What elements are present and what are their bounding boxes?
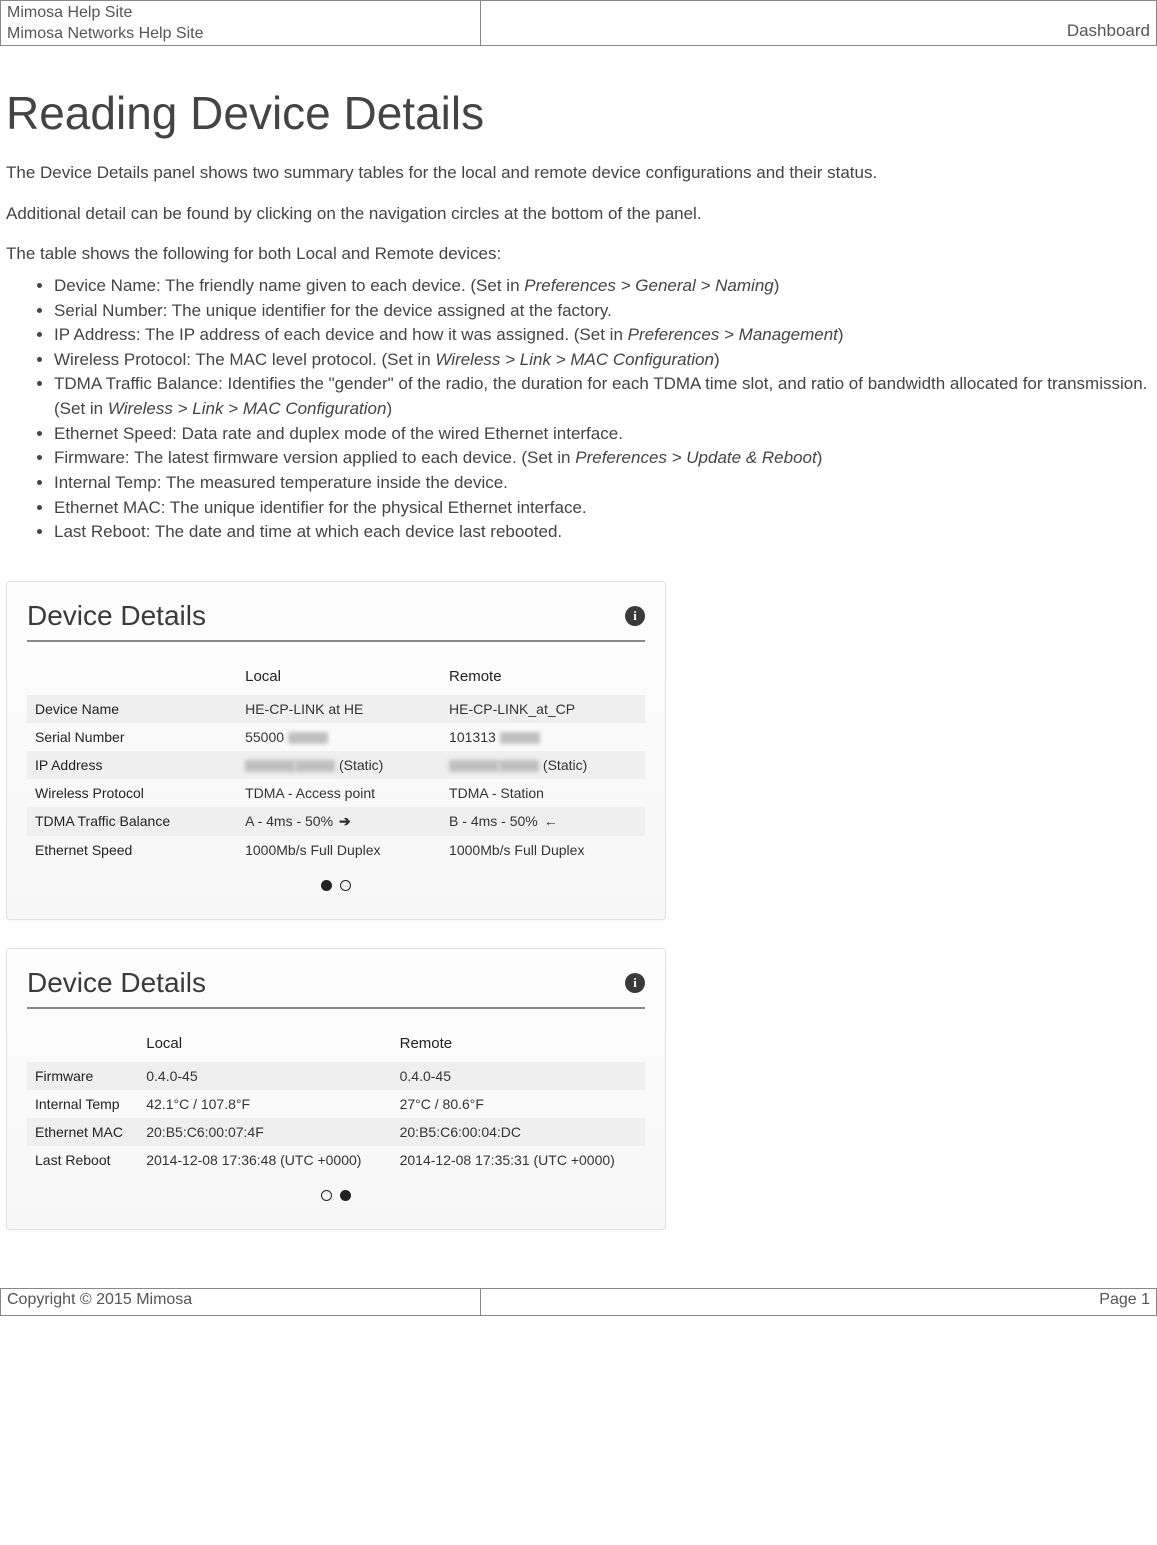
row-local-value: 1000Mb/s Full Duplex: [237, 836, 441, 864]
row-remote-value: B - 4ms - 50%←: [441, 807, 645, 836]
panel-2-title: Device Details: [27, 967, 206, 999]
row-label: TDMA Traffic Balance: [27, 807, 237, 836]
row-label: Serial Number: [27, 723, 237, 751]
table-row: Firmware0.4.0-450.4.0-45: [27, 1062, 645, 1090]
row-label: Wireless Protocol: [27, 779, 237, 807]
row-remote-value: TDMA - Station: [441, 779, 645, 807]
row-local-value: HE-CP-LINK at HE: [237, 695, 441, 723]
table-2-remote-header: Remote: [392, 1029, 645, 1062]
row-remote-value: 1000Mb/s Full Duplex: [441, 836, 645, 864]
field-list-item: Ethernet Speed: Data rate and duplex mod…: [54, 422, 1151, 447]
intro-paragraph-2: Additional detail can be found by clicki…: [6, 203, 1151, 226]
table-1-local-header: Local: [237, 662, 441, 695]
field-list-item: IP Address: The IP address of each devic…: [54, 323, 1151, 348]
row-remote-value: 27°C / 80.6°F: [392, 1090, 645, 1118]
pager-dot[interactable]: [340, 1190, 351, 1201]
panel-1-pager[interactable]: [27, 878, 645, 895]
row-remote-value: 0.4.0-45: [392, 1062, 645, 1090]
device-details-panel-2: Device Details i Local Remote Firmware0.…: [6, 948, 666, 1230]
table-row: Internal Temp42.1°C / 107.8°F27°C / 80.6…: [27, 1090, 645, 1118]
table-row: Ethernet Speed1000Mb/s Full Duplex1000Mb…: [27, 836, 645, 864]
table-2-label-col: [27, 1029, 138, 1062]
pager-dot[interactable]: [340, 880, 351, 891]
field-definition-list: Device Name: The friendly name given to …: [6, 274, 1151, 545]
table-row: Ethernet MAC20:B5:C6:00:07:4F20:B5:C6:00…: [27, 1118, 645, 1146]
pager-dot[interactable]: [321, 1190, 332, 1201]
table-1-remote-header: Remote: [441, 662, 645, 695]
device-details-panel-1: Device Details i Local Remote Device Nam…: [6, 581, 666, 920]
row-local-value: 55000: [237, 723, 441, 751]
row-label: Ethernet MAC: [27, 1118, 138, 1146]
device-table-2: Local Remote Firmware0.4.0-450.4.0-45Int…: [27, 1029, 645, 1174]
header-left: Mimosa Help Site Mimosa Networks Help Si…: [1, 1, 481, 45]
site-title: Mimosa Help Site: [7, 3, 474, 24]
pager-dot[interactable]: [321, 880, 332, 891]
row-remote-value: 101313: [441, 723, 645, 751]
row-label: Firmware: [27, 1062, 138, 1090]
site-subtitle: Mimosa Networks Help Site: [7, 24, 474, 45]
field-list-item: Device Name: The friendly name given to …: [54, 274, 1151, 299]
page-title: Reading Device Details: [6, 86, 1151, 140]
device-table-1: Local Remote Device NameHE-CP-LINK at HE…: [27, 662, 645, 864]
row-remote-value: 20:B5:C6:00:04:DC: [392, 1118, 645, 1146]
row-local-value: 2014-12-08 17:36:48 (UTC +0000): [138, 1146, 391, 1174]
row-label: Device Name: [27, 695, 237, 723]
row-local-value: TDMA - Access point: [237, 779, 441, 807]
row-local-value: 42.1°C / 107.8°F: [138, 1090, 391, 1118]
field-list-item: Last Reboot: The date and time at which …: [54, 520, 1151, 545]
row-local-value: (Static): [237, 751, 441, 779]
header-right: Dashboard: [481, 1, 1156, 45]
footer-page: Page 1: [481, 1289, 1156, 1315]
field-list-item: Wireless Protocol: The MAC level protoco…: [54, 348, 1151, 373]
table-1-label-col: [27, 662, 237, 695]
info-icon[interactable]: i: [625, 606, 645, 626]
table-row: Device NameHE-CP-LINK at HEHE-CP-LINK_at…: [27, 695, 645, 723]
panel-2-header: Device Details i: [27, 967, 645, 1009]
header-bar: Mimosa Help Site Mimosa Networks Help Si…: [0, 0, 1157, 46]
table-row: IP Address (Static) (Static): [27, 751, 645, 779]
table-row: Serial Number55000 101313: [27, 723, 645, 751]
field-list-item: Internal Temp: The measured temperature …: [54, 471, 1151, 496]
field-list-item: Serial Number: The unique identifier for…: [54, 299, 1151, 324]
row-local-value: 0.4.0-45: [138, 1062, 391, 1090]
panel-1-header: Device Details i: [27, 600, 645, 642]
row-remote-value: (Static): [441, 751, 645, 779]
field-list-item: Firmware: The latest firmware version ap…: [54, 446, 1151, 471]
row-local-value: A - 4ms - 50%➔: [237, 807, 441, 836]
table-row: TDMA Traffic BalanceA - 4ms - 50%➔B - 4m…: [27, 807, 645, 836]
breadcrumb[interactable]: Dashboard: [1067, 21, 1150, 41]
panel-2-pager[interactable]: [27, 1188, 645, 1205]
table-2-local-header: Local: [138, 1029, 391, 1062]
table-row: Wireless ProtocolTDMA - Access pointTDMA…: [27, 779, 645, 807]
footer-copyright: Copyright © 2015 Mimosa: [1, 1289, 481, 1315]
field-list-item: Ethernet MAC: The unique identifier for …: [54, 496, 1151, 521]
field-list-item: TDMA Traffic Balance: Identifies the "ge…: [54, 372, 1151, 421]
row-remote-value: HE-CP-LINK_at_CP: [441, 695, 645, 723]
row-label: Ethernet Speed: [27, 836, 237, 864]
row-label: Internal Temp: [27, 1090, 138, 1118]
row-local-value: 20:B5:C6:00:07:4F: [138, 1118, 391, 1146]
panel-1-title: Device Details: [27, 600, 206, 632]
table-row: Last Reboot2014-12-08 17:36:48 (UTC +000…: [27, 1146, 645, 1174]
row-label: IP Address: [27, 751, 237, 779]
info-icon[interactable]: i: [625, 973, 645, 993]
row-label: Last Reboot: [27, 1146, 138, 1174]
footer-bar: Copyright © 2015 Mimosa Page 1: [0, 1288, 1157, 1316]
row-remote-value: 2014-12-08 17:35:31 (UTC +0000): [392, 1146, 645, 1174]
main-content: Reading Device Details The Device Detail…: [0, 46, 1157, 1288]
list-intro: The table shows the following for both L…: [6, 244, 1151, 264]
intro-paragraph-1: The Device Details panel shows two summa…: [6, 162, 1151, 185]
